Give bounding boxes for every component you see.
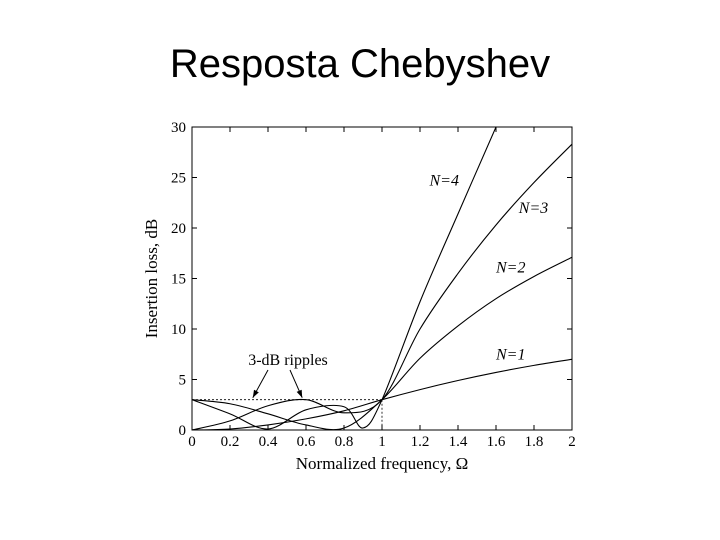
x-tick-label: 1.4 <box>449 434 468 450</box>
series-line-n1 <box>192 358 572 430</box>
y-tick-label: 15 <box>171 272 186 288</box>
x-axis-label: Normalized frequency, Ω <box>296 454 468 473</box>
x-tick-label: 2 <box>568 434 576 450</box>
ripples-annotation: 3-dB ripples <box>248 352 328 369</box>
y-tick-label: 5 <box>179 373 187 389</box>
x-tick-label: 1.8 <box>525 434 544 450</box>
series-label-n4: N=4 <box>429 173 459 190</box>
y-tick-label: 0 <box>179 423 187 439</box>
x-tick-label: 0.8 <box>335 434 354 450</box>
plot-frame <box>191 126 573 431</box>
x-tick-label: 0.2 <box>221 434 240 450</box>
x-tick-label: 1.2 <box>411 434 430 450</box>
y-tick-label: 10 <box>171 322 186 338</box>
x-tick-label: 0.4 <box>259 434 278 450</box>
y-axis-label: Insertion loss, dB <box>142 219 161 338</box>
series-line-n4 <box>192 127 497 430</box>
ripples-arrow-head <box>296 389 303 398</box>
y-tick-label: 25 <box>171 171 186 187</box>
series-line-n3 <box>192 143 572 430</box>
x-tick-label: 1.6 <box>487 434 506 450</box>
series-label-n1: N=1 <box>495 346 525 363</box>
x-tick-label: 0 <box>188 434 196 450</box>
y-tick-label: 30 <box>171 120 186 136</box>
x-tick-label: 1 <box>378 434 386 450</box>
slide-title: Resposta Chebyshev <box>169 42 551 86</box>
series-label-n3: N=3 <box>518 200 548 217</box>
y-tick-label: 20 <box>171 221 186 237</box>
x-tick-label: 0.6 <box>297 434 316 450</box>
ripples-arrow-head <box>252 389 259 398</box>
series-label-n2: N=2 <box>495 259 525 276</box>
